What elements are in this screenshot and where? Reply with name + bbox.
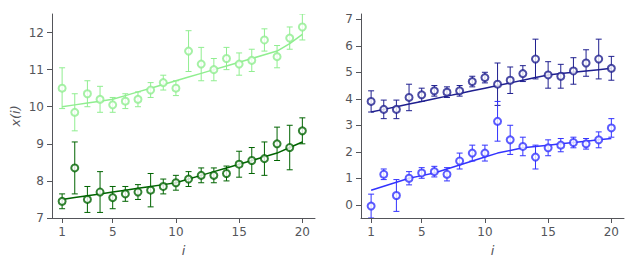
svg-text:7: 7 [345,12,353,26]
svg-text:12: 12 [29,26,44,40]
svg-text:i: i [491,243,495,258]
svg-text:10: 10 [29,100,44,114]
svg-text:6: 6 [345,39,353,53]
svg-text:i: i [182,243,186,258]
svg-text:1: 1 [58,225,66,239]
svg-text:7: 7 [36,211,44,225]
svg-text:5: 5 [109,225,117,239]
svg-text:x(i): x(i) [8,105,23,127]
svg-text:4: 4 [345,92,353,106]
svg-text:1: 1 [345,171,353,185]
svg-text:9: 9 [36,137,44,151]
svg-text:20: 20 [295,225,310,239]
svg-text:10: 10 [477,225,492,239]
svg-text:11: 11 [29,63,44,77]
svg-text:5: 5 [345,65,353,79]
svg-text:0: 0 [345,198,353,212]
svg-text:8: 8 [36,174,44,188]
svg-text:3: 3 [345,118,353,132]
svg-text:5: 5 [418,225,426,239]
svg-text:15: 15 [540,225,555,239]
svg-text:10: 10 [168,225,183,239]
svg-text:2: 2 [345,145,353,159]
svg-text:1: 1 [367,225,375,239]
svg-text:15: 15 [231,225,246,239]
svg-text:20: 20 [604,225,619,239]
